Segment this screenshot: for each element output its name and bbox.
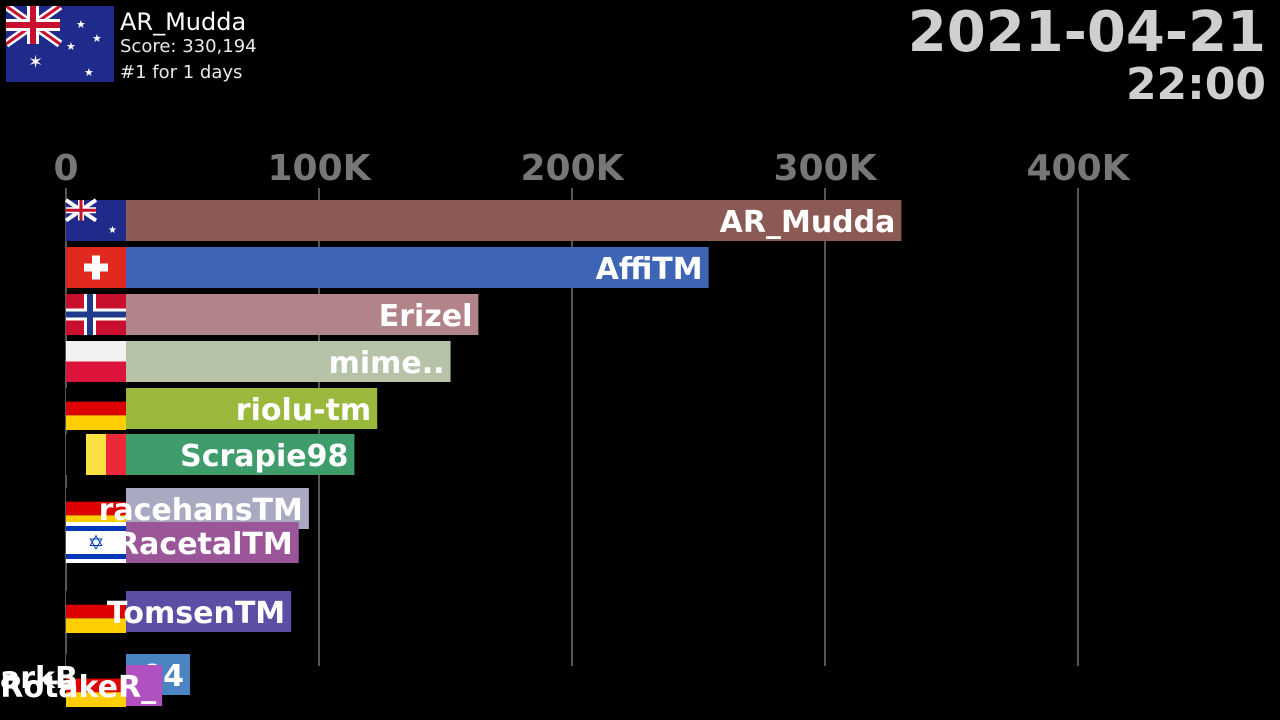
australia-flag-icon: ★	[64, 198, 126, 241]
date-display: 2021-04-21	[907, 0, 1266, 65]
bar	[126, 388, 378, 429]
leader-name: AR_Mudda	[120, 8, 247, 36]
leader-streak: #1 for 1 days	[120, 62, 243, 83]
bars: ★ AR_Mudda AffiTM Erizel mime.. riolu-tm Scrap…	[0, 198, 902, 707]
germany-flag-icon	[66, 591, 126, 633]
bar-label: RacetalTM	[116, 527, 293, 562]
bar-row: AffiTM	[66, 247, 709, 288]
bar-label: Erizel	[379, 299, 473, 334]
leader-score: Score: 330,194	[120, 36, 257, 57]
bar	[126, 434, 355, 475]
bar-label: AffiTM	[596, 252, 703, 287]
svg-text:★: ★	[84, 66, 94, 79]
australia-flag-icon: ✶ ★ ★ ★ ★	[6, 6, 114, 82]
x-axis-ticks: 0 100K 200K 300K 400K	[53, 148, 1130, 189]
bar	[126, 247, 709, 288]
norway-flag-icon	[66, 294, 126, 335]
bar	[126, 341, 451, 382]
bar	[126, 591, 292, 632]
svg-text:✡: ✡	[88, 531, 105, 555]
germany-flag-icon	[66, 665, 126, 707]
svg-text:★: ★	[66, 40, 76, 53]
bar-row: ✡ RacetalTM	[66, 522, 299, 563]
bar-row: mime..	[66, 341, 451, 382]
bar-row: riolu-tm	[66, 388, 378, 430]
israel-flag-icon: ✡	[66, 522, 126, 563]
bar-row: Erizel	[66, 294, 479, 335]
bar	[126, 200, 902, 241]
bar-label: mime..	[329, 346, 445, 381]
bar-label: Scrapie98	[180, 439, 348, 474]
svg-text:★: ★	[108, 225, 117, 236]
x-tick-label: 0	[53, 148, 78, 189]
svg-text:★: ★	[76, 18, 86, 31]
bar	[126, 294, 479, 335]
bar-label: RotakeR_	[0, 670, 156, 705]
bar	[126, 522, 299, 563]
belgium-flag-icon	[66, 434, 126, 475]
bar-row: Scrapie98	[66, 434, 355, 475]
bar-row: RotakeR_	[0, 665, 163, 707]
x-tick-label: 400K	[1026, 148, 1130, 189]
overlap-bar-label: arkB	[0, 661, 78, 696]
x-tick-label: 300K	[773, 148, 877, 189]
switzerland-flag-icon	[66, 247, 126, 288]
svg-text:✶: ✶	[28, 52, 43, 73]
germany-flag-icon	[66, 388, 126, 430]
bar	[126, 665, 163, 706]
x-tick-label: 200K	[520, 148, 624, 189]
time-display: 22:00	[1125, 59, 1266, 110]
leader-panel: ✶ ★ ★ ★ ★ AR_Mudda Score: 330,194 #1 for…	[6, 6, 606, 86]
bar-row: TomsenTM	[66, 591, 292, 633]
bar-label: AR_Mudda	[720, 205, 896, 240]
x-tick-label: 100K	[267, 148, 371, 189]
bar-label: riolu-tm	[236, 393, 371, 428]
poland-flag-icon	[66, 341, 126, 382]
bar-label: TomsenTM	[107, 596, 285, 631]
svg-text:★: ★	[92, 32, 102, 45]
bar-row: ★ AR_Mudda	[64, 198, 902, 241]
